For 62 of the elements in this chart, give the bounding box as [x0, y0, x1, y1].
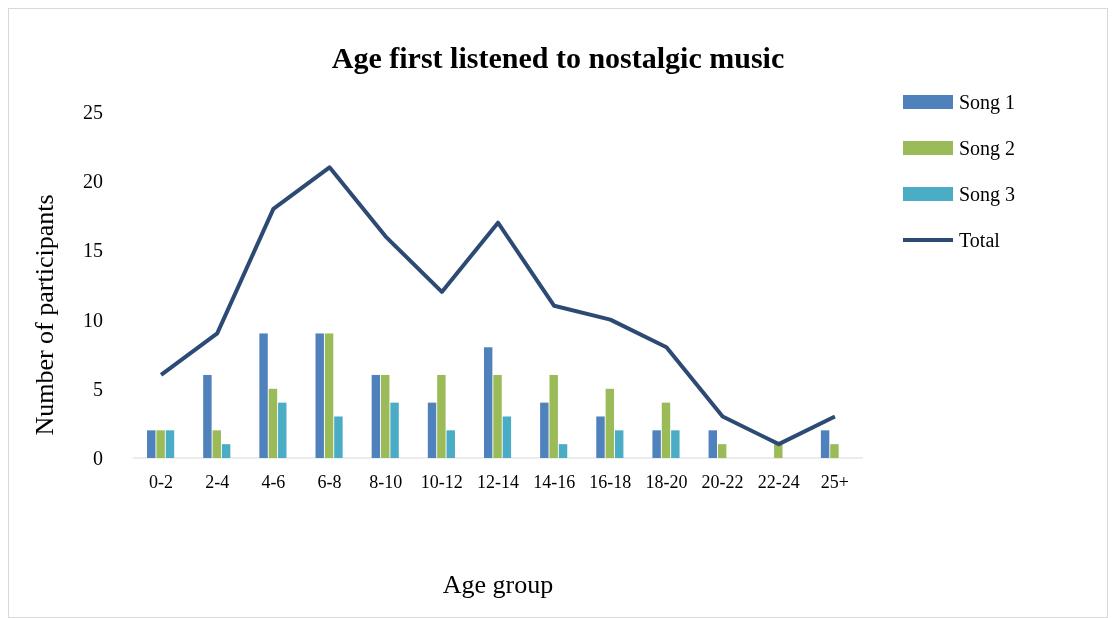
bar: [540, 402, 549, 458]
bar: [381, 374, 390, 458]
x-tick-label: 0-2: [149, 472, 174, 492]
line-series: [159, 165, 837, 447]
y-tick-label: 20: [83, 170, 103, 193]
bar: [221, 444, 231, 458]
x-tick-label: 20-22: [701, 472, 744, 492]
legend-label: Song 2: [959, 137, 1016, 160]
x-axis-title: Age group: [442, 570, 554, 599]
bar: [652, 430, 661, 458]
bar: [315, 333, 324, 458]
x-tick-label: 6-8: [317, 472, 342, 492]
x-tick-label: 16-18: [589, 472, 632, 492]
bar: [708, 430, 717, 458]
bar: [661, 402, 671, 458]
bar: [493, 374, 502, 458]
legend-label: Song 1: [959, 91, 1016, 114]
y-tick-label: 15: [83, 239, 103, 262]
y-tick-label: 5: [93, 377, 103, 400]
bar: [268, 388, 278, 458]
bar: [147, 430, 156, 458]
x-tick-label: 4-6: [261, 472, 286, 492]
bar: [165, 430, 175, 458]
bar: [483, 347, 493, 458]
bar: [502, 416, 512, 458]
bar: [558, 444, 568, 458]
x-tick-label: 22-24: [757, 472, 800, 492]
bar: [437, 374, 446, 458]
bar: [427, 402, 437, 458]
legend-label: Total: [959, 229, 1001, 251]
bar: [259, 333, 268, 458]
x-tick-label: 18-20: [645, 472, 688, 492]
bar: [774, 444, 783, 458]
bar: [324, 333, 334, 458]
bar: [278, 402, 287, 458]
x-tick-label: 12-14: [477, 472, 519, 492]
bar: [820, 430, 830, 458]
x-tick-label: 2-4: [205, 472, 230, 492]
bar: [203, 374, 212, 458]
bar: [596, 416, 605, 458]
y-axis-title: Number of participants: [30, 194, 59, 436]
x-tick-label: 25+: [820, 472, 849, 492]
bar: [549, 374, 558, 458]
bar: [605, 388, 615, 458]
y-tick-label: 10: [83, 308, 103, 331]
chart-title: Age first listened to nostalgic music: [331, 41, 785, 74]
bar: [446, 430, 455, 458]
bar: [212, 430, 221, 458]
bar: [334, 416, 343, 458]
bar: [830, 444, 839, 458]
bar: [371, 374, 381, 458]
bar: [390, 402, 399, 458]
bar: [671, 430, 680, 458]
legend-label: Song 3: [959, 183, 1016, 206]
bar: [717, 444, 727, 458]
bar: [614, 430, 624, 458]
bar: [156, 430, 165, 458]
y-tick-label: 25: [83, 101, 103, 123]
x-tick-label: 8-10: [369, 472, 403, 492]
x-tick-label: 14-16: [533, 472, 576, 492]
x-tick-label: 10-12: [420, 472, 463, 492]
y-tick-label: 0: [93, 447, 103, 469]
